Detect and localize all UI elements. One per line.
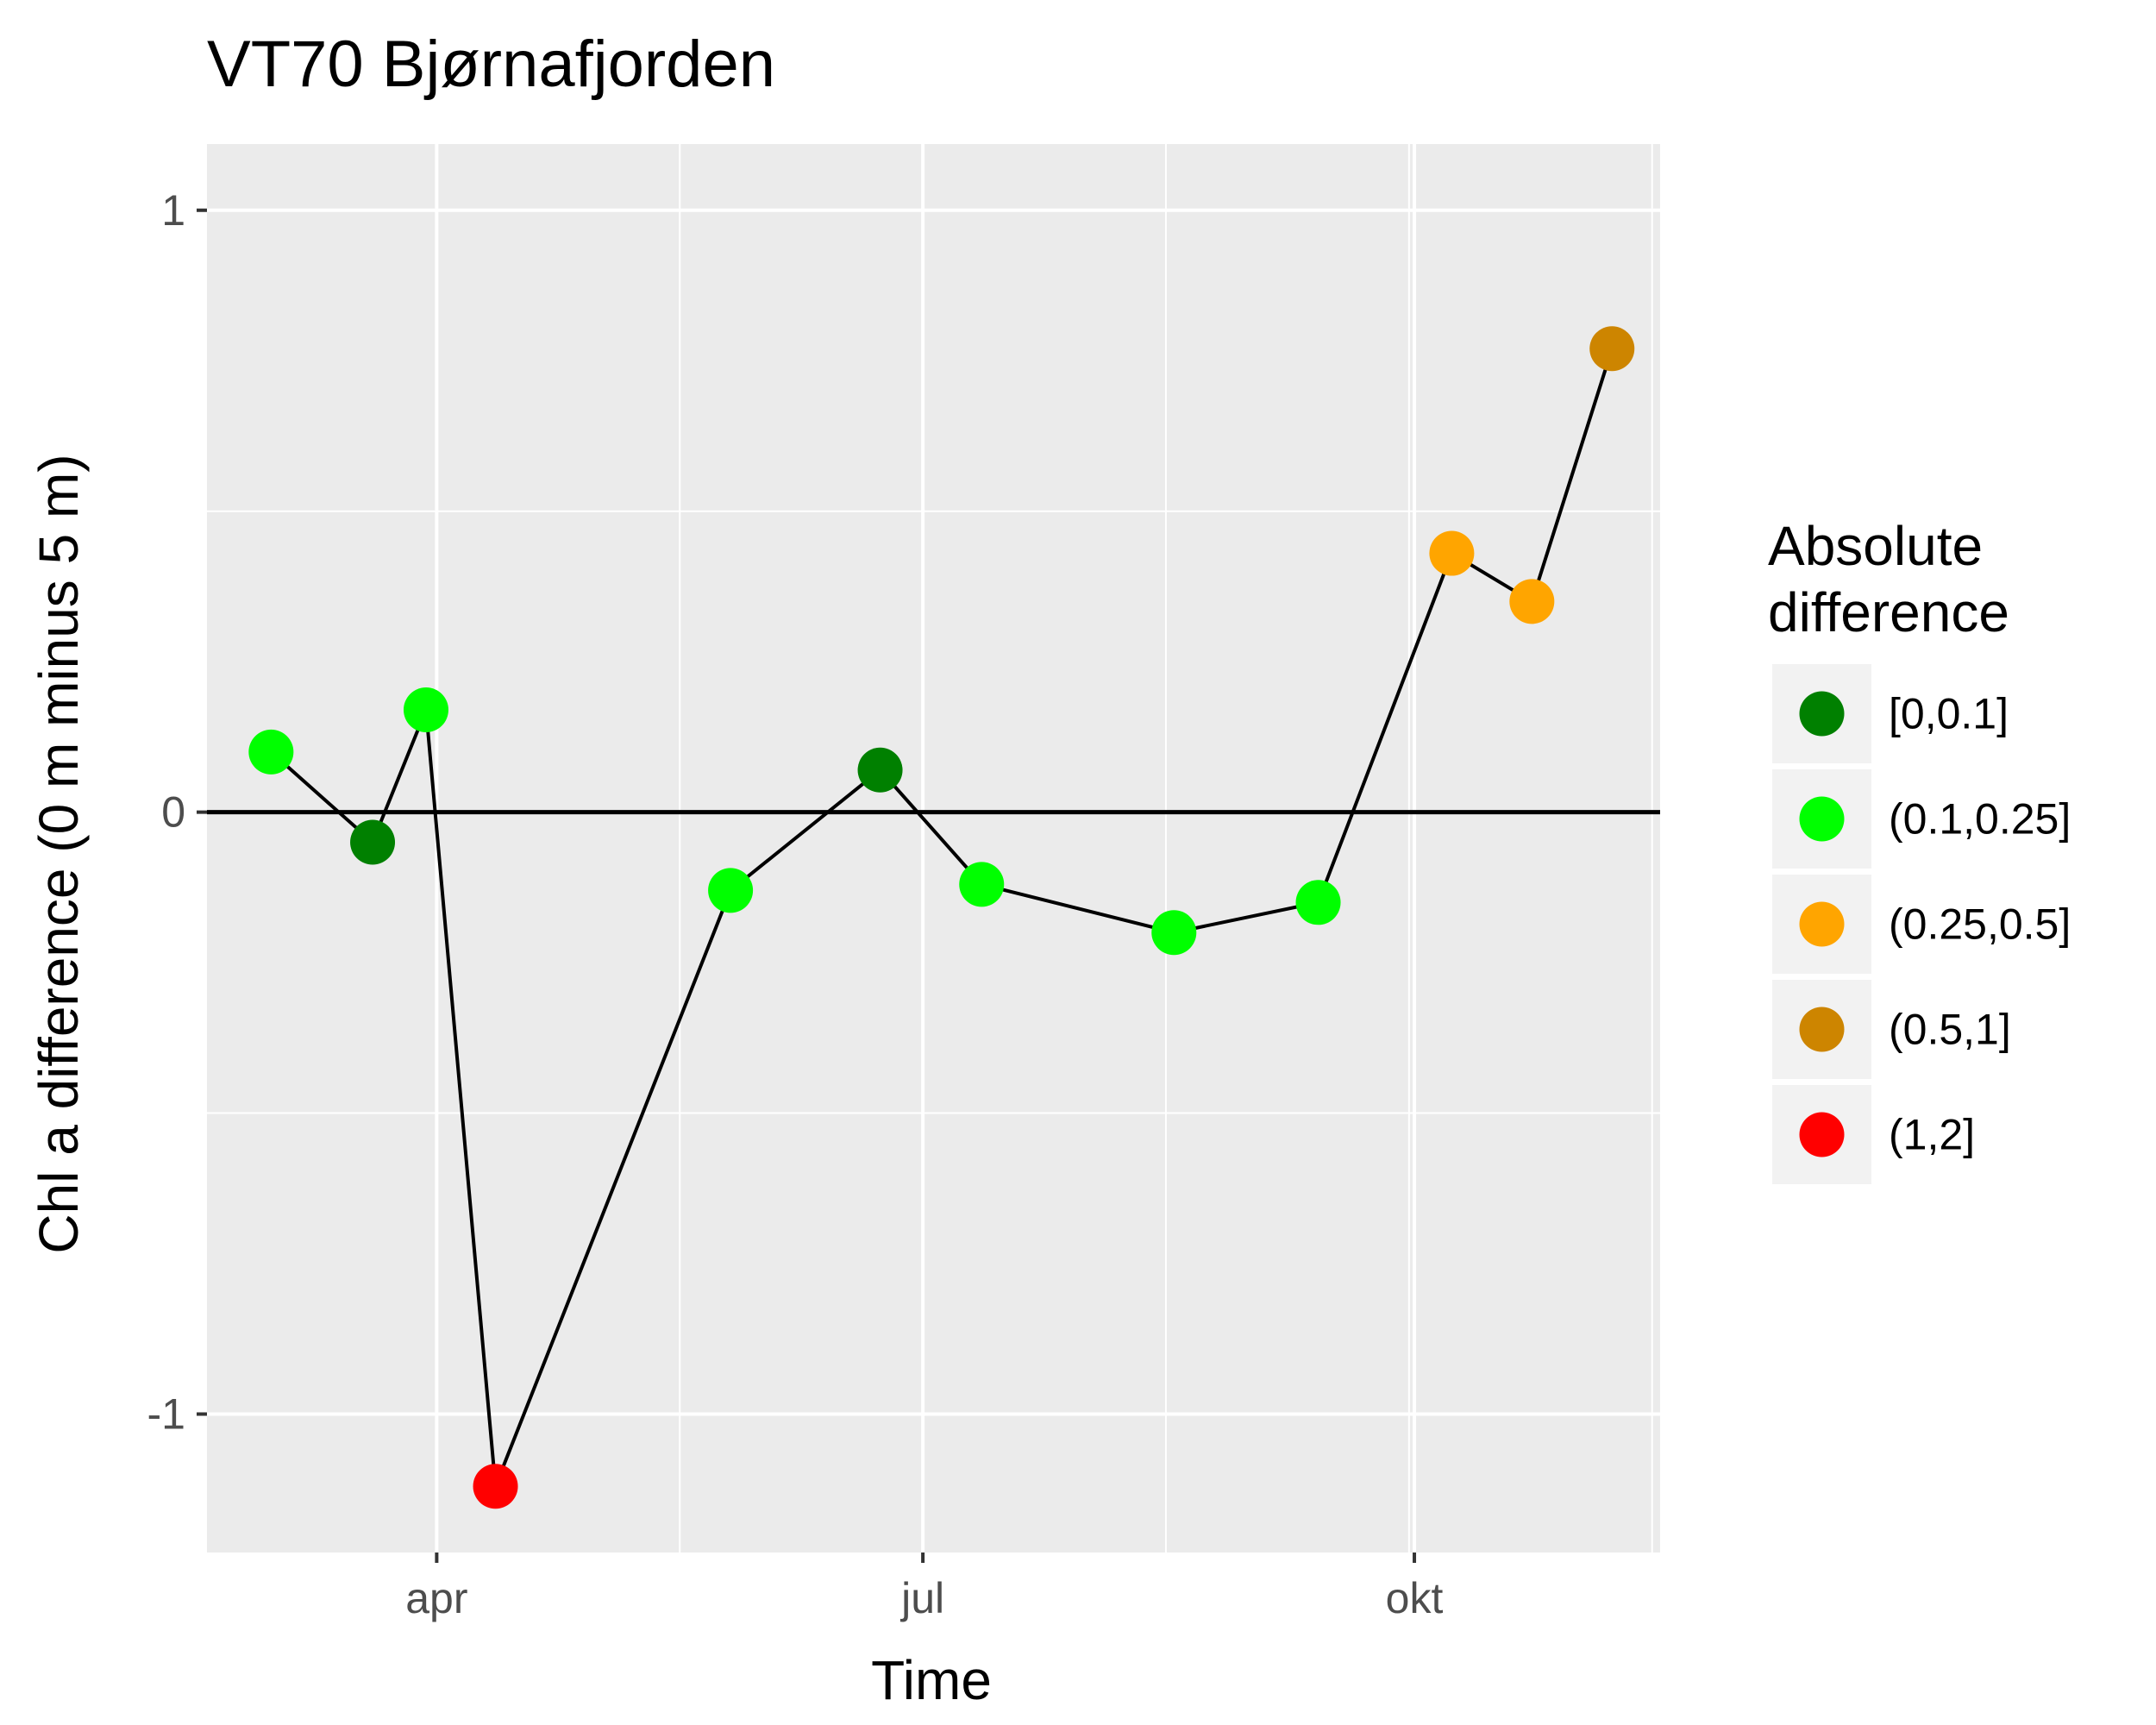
legend-item-label: [0,0.1] <box>1889 690 2009 738</box>
x-tick-label: okt <box>1386 1574 1444 1622</box>
data-points <box>248 326 1635 1509</box>
data-point <box>959 862 1005 907</box>
data-point <box>708 868 754 913</box>
data-point <box>403 687 448 732</box>
x-tick-label: jul <box>899 1574 944 1622</box>
data-point <box>1509 579 1555 624</box>
legend-item-label: (0.25,0.5] <box>1889 900 2071 949</box>
x-axis-title: Time <box>871 1649 992 1711</box>
legend-key-swatch <box>1799 1112 1845 1157</box>
y-tick-label: 1 <box>161 186 185 235</box>
x-axis-ticks: apr jul okt <box>405 1552 1443 1622</box>
legend-key-swatch <box>1799 1007 1845 1052</box>
legend-item-label: (0.1,0.25] <box>1889 795 2071 844</box>
legend-title-line-2: difference <box>1768 581 2009 643</box>
data-point <box>350 819 396 865</box>
legend-item-label: (0.5,1] <box>1889 1006 2011 1054</box>
data-point <box>857 747 903 793</box>
grid-minor <box>207 144 1660 1552</box>
legend-title-line-1: Absolute <box>1768 515 1983 577</box>
data-point <box>1589 326 1635 372</box>
x-tick-label: apr <box>405 1574 467 1622</box>
data-point <box>473 1464 518 1509</box>
legend-key-swatch <box>1799 796 1845 842</box>
legend: Absolute difference [0,0.1] (0.1,0.25] (0.… <box>1768 515 2071 1184</box>
data-point <box>248 729 294 775</box>
y-tick-label: -1 <box>147 1389 185 1438</box>
y-axis-title: Chl a difference (0 m minus 5 m) <box>28 454 90 1253</box>
legend-key-swatch <box>1799 691 1845 737</box>
chart-title: VT70 Bjørnafjorden <box>207 28 775 101</box>
data-point <box>1429 530 1475 576</box>
data-point <box>1151 910 1197 956</box>
legend-item-label: (1,2] <box>1889 1111 1975 1159</box>
legend-key-swatch <box>1799 901 1845 947</box>
y-axis-ticks: -1 0 1 <box>147 186 207 1438</box>
plot-panel <box>207 144 1660 1552</box>
y-tick-label: 0 <box>161 788 185 837</box>
data-point <box>1295 880 1341 925</box>
